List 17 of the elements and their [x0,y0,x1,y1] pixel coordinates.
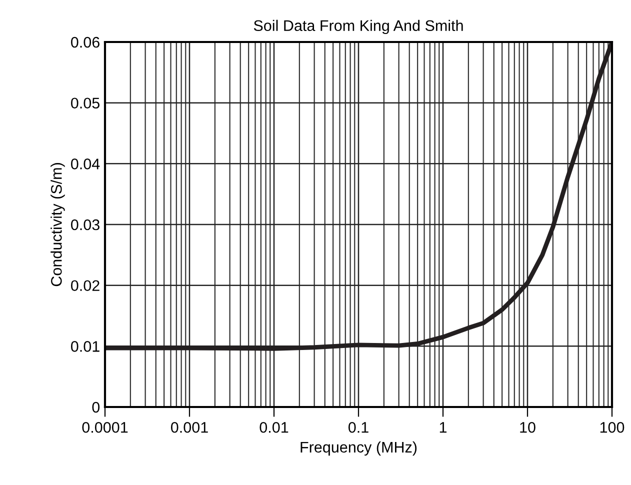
y-tick-label: 0.06 [71,36,100,48]
y-tick-label: 0.03 [71,219,100,230]
x-tick-label: 0.1 [348,422,368,433]
y-axis-title: Conductivity (S/m) [50,163,65,286]
x-tick-label: 1 [440,422,447,433]
y-tick-label: 0.05 [71,98,100,109]
x-tick-label: 10 [520,422,536,433]
chart-title: Soil Data From King And Smith [254,20,463,34]
x-tick-label: 0.001 [170,422,208,433]
x-tick-label: 0.01 [260,422,288,433]
y-tick-label: 0.02 [71,280,100,292]
x-axis-title: Frequency (MHz) [300,441,417,456]
y-tick-label: 0.04 [71,158,100,170]
x-tick-label: 100 [600,422,624,433]
y-tick-label: 0.01 [71,341,100,352]
y-tick-label: 0 [92,402,100,413]
x-tick-label: 0.0001 [82,422,128,433]
